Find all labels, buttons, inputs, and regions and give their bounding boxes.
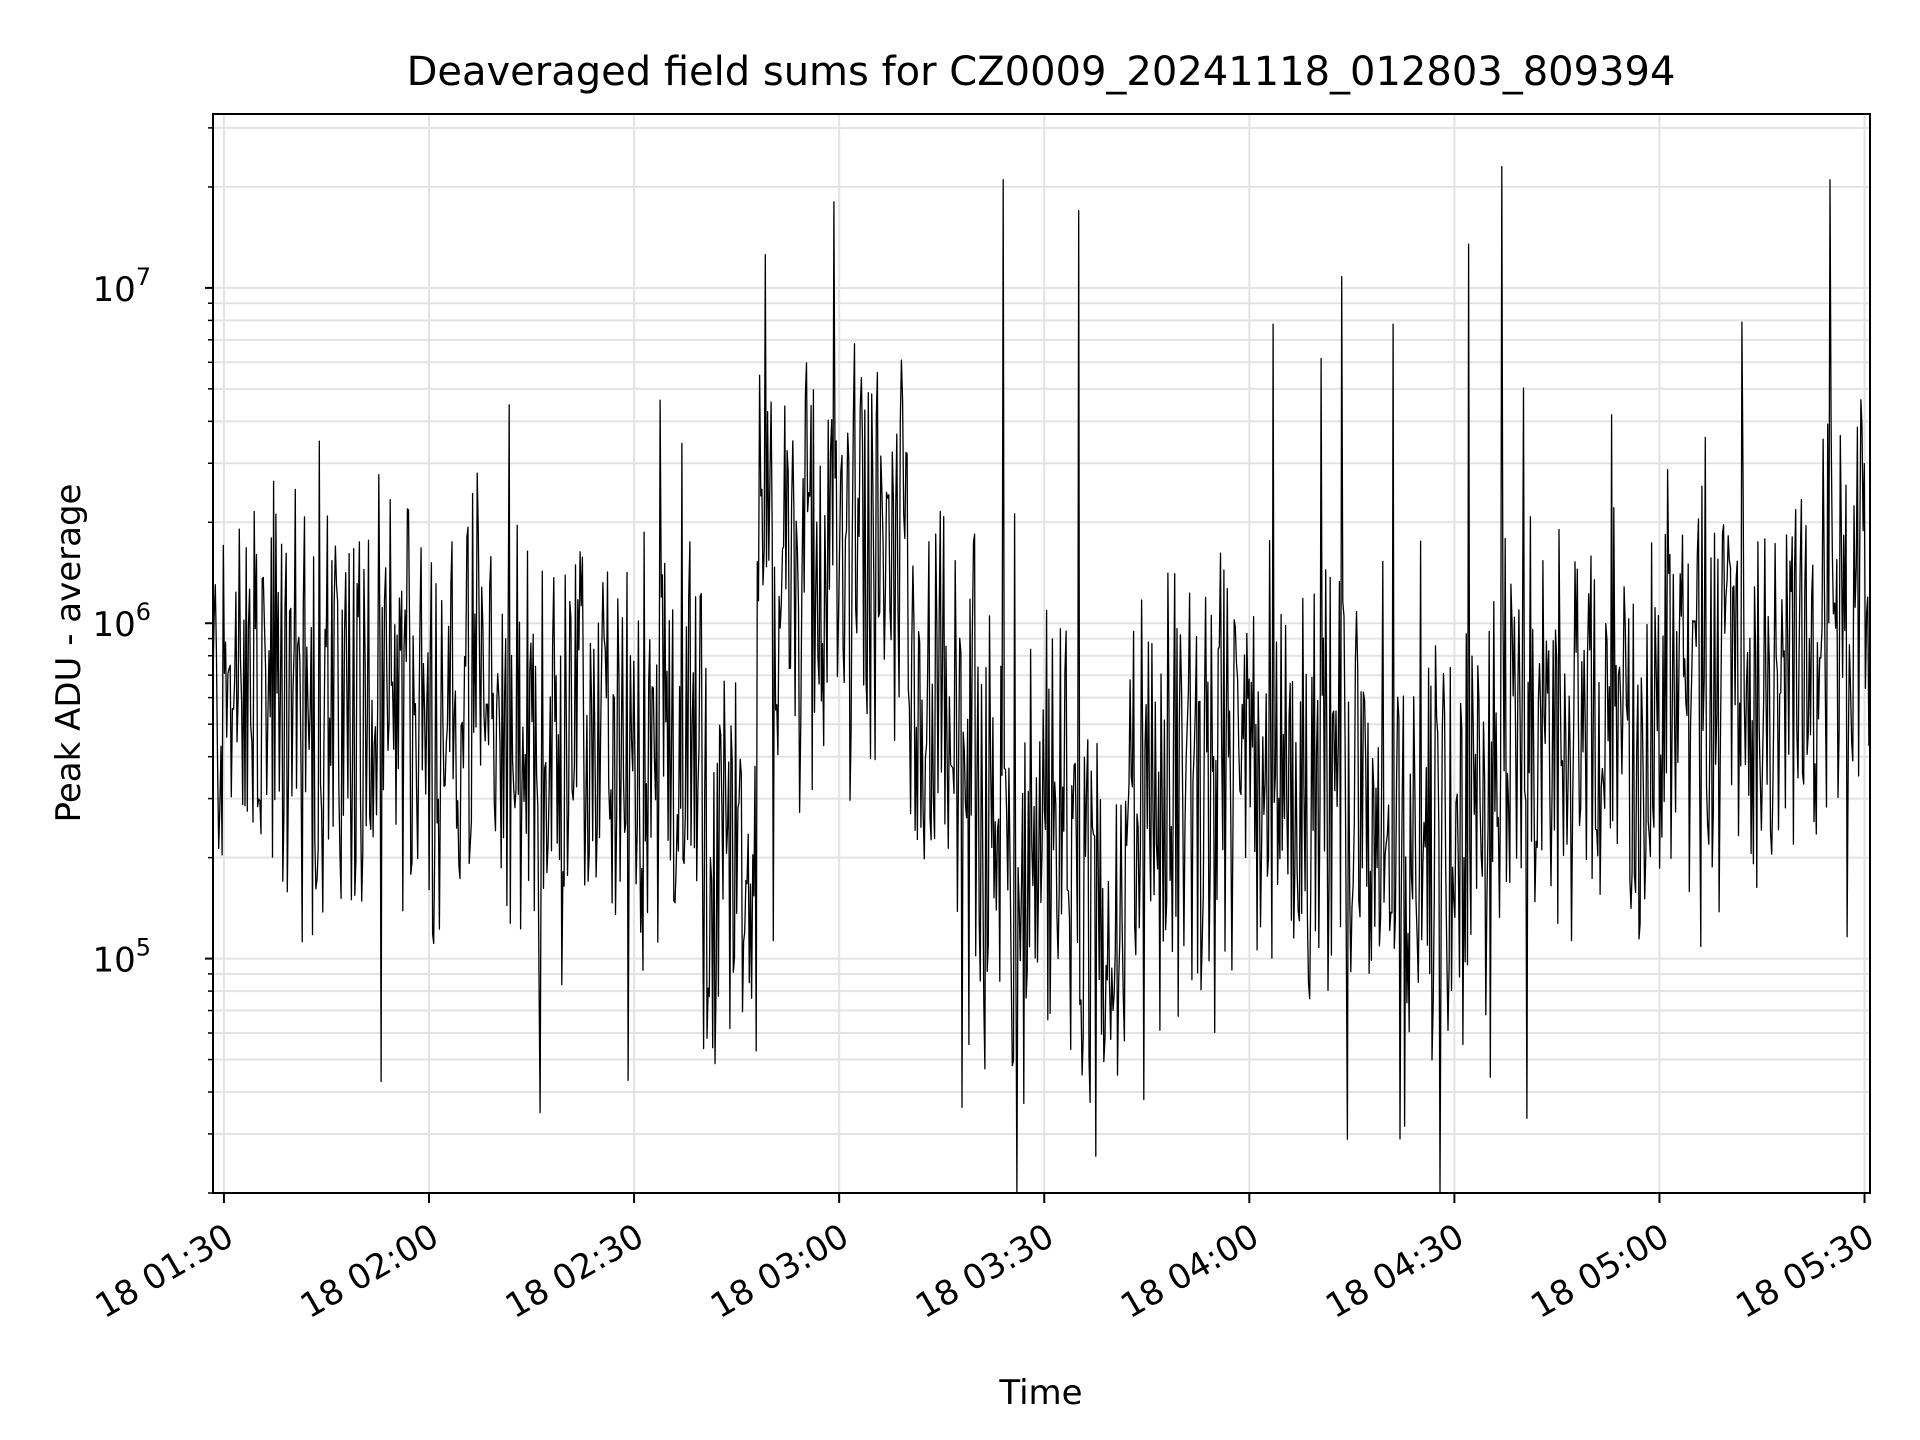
y-tick-exponent: 5 [136, 934, 151, 962]
y-tick-label: 105 [92, 934, 151, 981]
y-tick-label: 107 [92, 263, 151, 310]
y-tick-label: 106 [92, 598, 151, 645]
y-tick-exponent: 7 [136, 263, 151, 291]
x-axis-label: Time [998, 1373, 1082, 1413]
y-tick-exponent: 6 [136, 598, 151, 626]
y-tick-base: 10 [92, 270, 135, 310]
y-tick-base: 10 [92, 605, 135, 645]
y-tick-base: 10 [92, 941, 135, 981]
data-line [212, 165, 1871, 1194]
plot-frame [212, 113, 1871, 1194]
y-axis-label: Peak ADU - average [49, 484, 89, 823]
data-line-group [212, 165, 1871, 1194]
chart-title: Deaveraged field sums for CZ0009_2024111… [407, 49, 1676, 95]
